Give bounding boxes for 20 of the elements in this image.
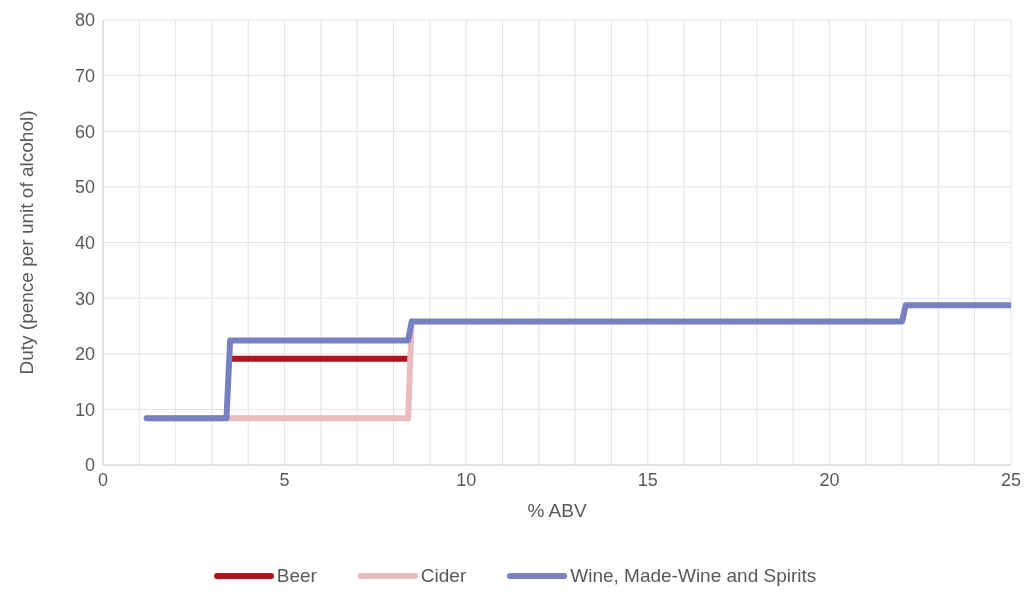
y-axis-title: Duty (pence per unit of alcohol)	[15, 110, 37, 375]
x-tick-label: 5	[279, 469, 290, 490]
legend-label: Cider	[420, 565, 467, 587]
y-tick-label: 0	[84, 455, 95, 476]
y-tick-label: 80	[74, 10, 95, 31]
y-tick-label: 60	[74, 121, 95, 142]
legend-label: Wine, Made-Wine and Spirits	[570, 565, 817, 587]
y-tick-label: 70	[74, 66, 95, 87]
y-tick-label: 30	[74, 288, 95, 309]
x-tick-label: 20	[819, 469, 840, 490]
x-tick-label: 10	[456, 469, 477, 490]
y-tick-label: 40	[74, 232, 95, 253]
y-tick-label: 50	[74, 177, 95, 198]
legend-label: Beer	[276, 565, 317, 587]
x-axis-title: % ABV	[527, 500, 587, 521]
y-tick-label: 20	[74, 344, 95, 365]
x-tick-label: 0	[97, 469, 109, 490]
x-tick-label: 15	[637, 469, 658, 490]
y-tick-label: 10	[74, 399, 95, 420]
x-tick-label: 25	[1000, 469, 1022, 490]
